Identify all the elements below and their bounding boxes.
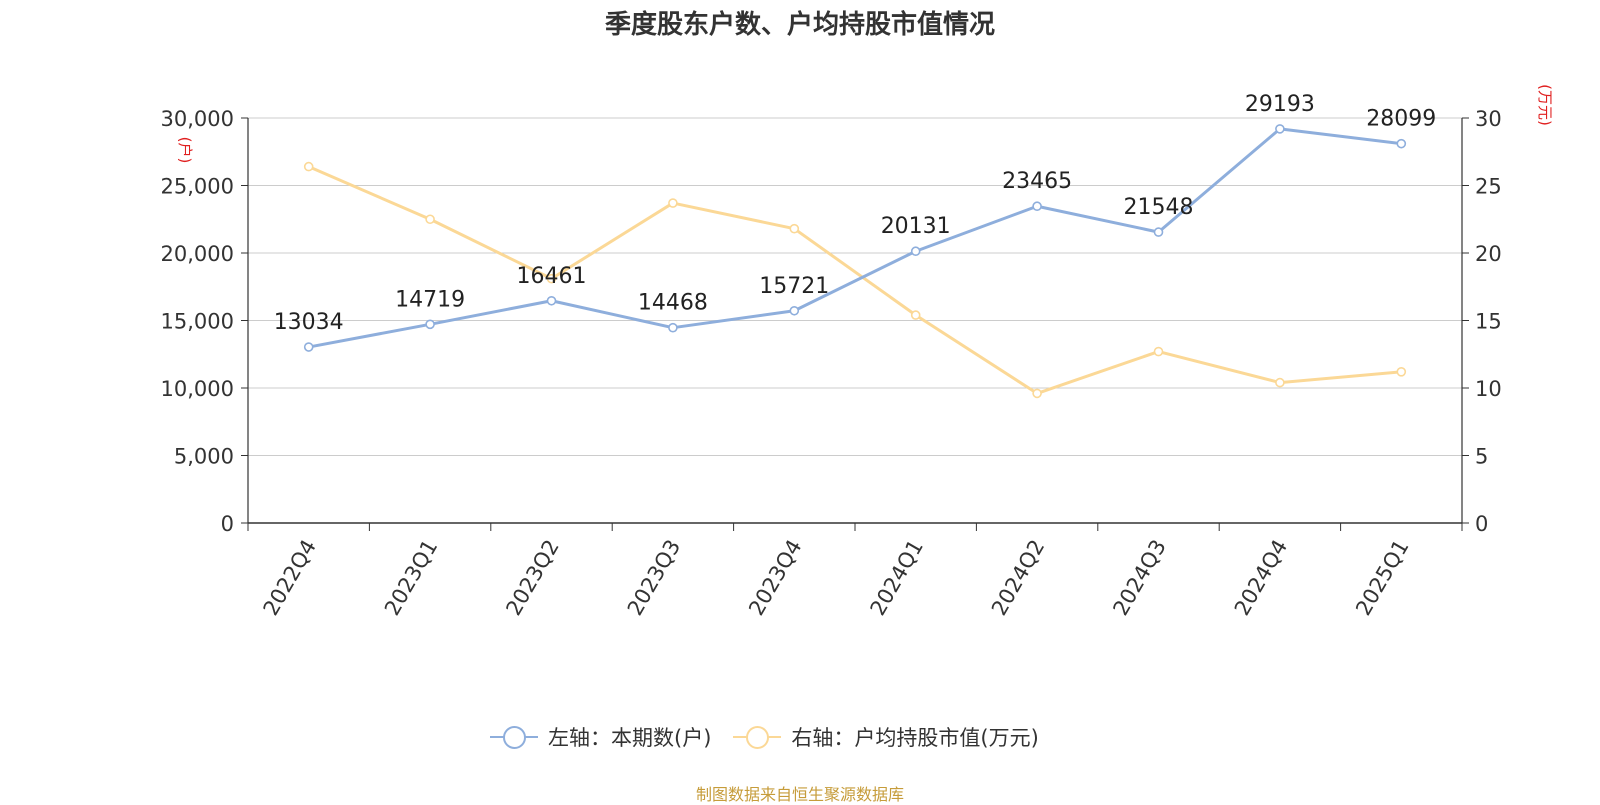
data-label: 16461	[517, 264, 587, 289]
right-axis-tick-label: 10	[1475, 377, 1502, 401]
left-axis-tick-label: 25,000	[161, 175, 234, 199]
x-axis-tick-label: 2024Q4	[1230, 536, 1292, 620]
data-point-shareholders	[546, 295, 557, 306]
right-axis-unit: (万元)	[1536, 84, 1554, 126]
legend-item-market-value[interactable]: 右轴：户均持股市值(万元)	[733, 722, 1039, 752]
x-axis-tick-label: 2024Q1	[866, 536, 928, 620]
data-point-shareholders	[1275, 124, 1285, 134]
x-axis-tick-label: 2024Q3	[1108, 536, 1170, 620]
left-axis-tick-label: 30,000	[161, 107, 234, 131]
right-axis-tick-label: 25	[1475, 175, 1502, 199]
x-axis-tick-label: 2023Q2	[501, 536, 563, 620]
x-axis-tick-label: 2023Q3	[623, 536, 685, 620]
data-point-shareholders	[1153, 227, 1164, 237]
legend: 左轴：本期数(户) 右轴：户均持股市值(万元)	[490, 722, 1061, 752]
data-point-market-value	[425, 214, 435, 225]
right-axis-tick-label: 15	[1475, 310, 1502, 334]
data-source-note: 制图数据来自恒生聚源数据库	[695, 785, 904, 804]
data-point-shareholders	[668, 322, 678, 333]
data-label: 28099	[1366, 107, 1436, 132]
chart-title: 季度股东户数、户均持股市值情况	[604, 10, 995, 40]
legend-label-market-value: 右轴：户均持股市值(万元)	[791, 726, 1039, 750]
data-point-shareholders	[910, 246, 921, 257]
x-axis-tick-label: 2023Q4	[744, 536, 806, 620]
right-axis-tick-label: 20	[1475, 242, 1502, 266]
x-axis-tick-label: 2025Q1	[1351, 536, 1413, 620]
data-label: 14468	[638, 291, 708, 316]
left-axis-tick-label: 10,000	[161, 377, 234, 401]
data-label: 21548	[1124, 195, 1194, 220]
data-label: 23465	[1002, 169, 1072, 194]
data-point-market-value	[668, 198, 678, 208]
left-axis-tick-label: 15,000	[161, 310, 234, 334]
data-point-shareholders	[425, 319, 435, 330]
data-point-market-value	[1396, 366, 1407, 377]
data-point-shareholders	[1032, 201, 1042, 212]
data-point-shareholders	[1396, 138, 1407, 149]
data-label: 15721	[759, 274, 829, 299]
x-axis-tick-label: 2024Q2	[987, 536, 1049, 620]
data-point-market-value	[303, 161, 314, 172]
data-label: 13034	[274, 310, 344, 335]
left-axis-tick-label: 0	[221, 512, 234, 536]
data-point-shareholders	[789, 305, 800, 316]
x-axis-tick-label: 2023Q1	[380, 536, 442, 620]
legend-item-shareholders[interactable]: 左轴：本期数(户)	[490, 722, 711, 752]
data-label: 20131	[881, 214, 951, 239]
data-point-market-value	[1153, 346, 1164, 357]
data-point-market-value	[1275, 377, 1285, 388]
data-label: 29193	[1245, 92, 1315, 117]
data-point-market-value	[1032, 388, 1042, 399]
right-axis-tick-label: 30	[1475, 107, 1502, 131]
left-axis-unit: (户)	[176, 137, 194, 164]
left-axis-tick-label: 5,000	[174, 445, 234, 469]
right-axis-tick-label: 5	[1475, 445, 1488, 469]
series-line-shareholders	[308, 127, 1402, 349]
right-axis-tick-label: 0	[1475, 512, 1488, 536]
data-point-market-value	[789, 223, 800, 234]
data-point-market-value	[910, 310, 921, 320]
data-point-shareholders	[303, 342, 314, 352]
legend-marker-market-value	[733, 725, 782, 749]
legend-label-shareholders: 左轴：本期数(户)	[548, 726, 712, 750]
data-point-market-value	[546, 273, 557, 284]
legend-marker-shareholders	[490, 725, 538, 749]
series-line-market-value	[308, 165, 1402, 395]
left-axis-tick-label: 20,000	[161, 242, 234, 266]
data-label: 14719	[395, 287, 465, 312]
x-axis-tick-label: 2022Q4	[259, 536, 321, 620]
